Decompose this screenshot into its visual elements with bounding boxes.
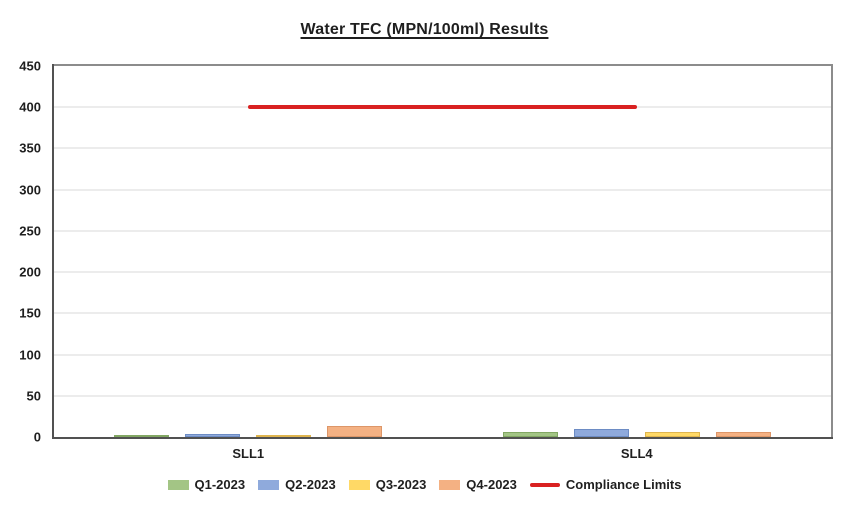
x-category-label: SLL1 [232, 446, 265, 461]
bar-q4-2023-sll1 [327, 426, 383, 437]
x-axis-line [52, 437, 833, 439]
legend-item: Compliance Limits [529, 477, 682, 492]
legend-item: Q1-2023 [167, 477, 246, 492]
y-tick-label: 350 [19, 140, 41, 156]
chart-title: Water TFC (MPN/100ml) Results [300, 21, 549, 38]
bar-q1-2023-sll1 [114, 435, 170, 437]
bar-q2-2023-sll1 [185, 433, 241, 437]
gridline [54, 229, 831, 232]
legend-swatch [167, 479, 189, 490]
y-tick-label: 100 [19, 347, 41, 363]
gridline [54, 394, 831, 397]
y-tick-label: 0 [33, 429, 41, 445]
legend-label: Q3-2023 [375, 477, 427, 492]
gridline [54, 312, 831, 315]
legend-swatch [258, 479, 280, 490]
y-tick-label: 400 [19, 99, 41, 115]
legend-label: Q1-2023 [194, 477, 246, 492]
bar-q4-2023-sll4 [715, 432, 771, 437]
y-axis-line [52, 64, 54, 439]
gridline [54, 271, 831, 274]
legend-swatch [439, 479, 461, 490]
gridline [54, 147, 831, 150]
x-category-label: SLL4 [620, 446, 653, 461]
bar-q2-2023-sll4 [573, 428, 629, 437]
bar-q1-2023-sll4 [502, 432, 558, 437]
legend-label: Q2-2023 [285, 477, 336, 492]
bar-q3-2023-sll1 [256, 435, 312, 437]
legend-label: Q4-2023 [466, 477, 517, 492]
y-tick-label: 450 [19, 58, 41, 74]
bar-q3-2023-sll4 [644, 432, 700, 437]
y-tick-label: 250 [19, 223, 41, 239]
y-tick-label: 300 [19, 182, 41, 198]
legend-label: Compliance Limits [565, 477, 682, 492]
legend-line-swatch [529, 482, 560, 487]
legend-item: Q3-2023 [348, 477, 427, 492]
legend: Q1-2023 Q2-2023 Q3-2023 Q4-2023 Compliance L… [0, 477, 849, 492]
plot-area [52, 64, 833, 439]
legend-swatch [348, 479, 370, 490]
y-tick-label: 50 [26, 388, 41, 404]
legend-item: Q2-2023 [258, 477, 336, 492]
y-tick-label: 150 [19, 305, 41, 321]
gridline [54, 188, 831, 191]
gridline [54, 353, 831, 356]
compliance-limit-line [248, 105, 637, 110]
legend-item: Q4-2023 [439, 477, 517, 492]
y-tick-label: 200 [19, 264, 41, 280]
